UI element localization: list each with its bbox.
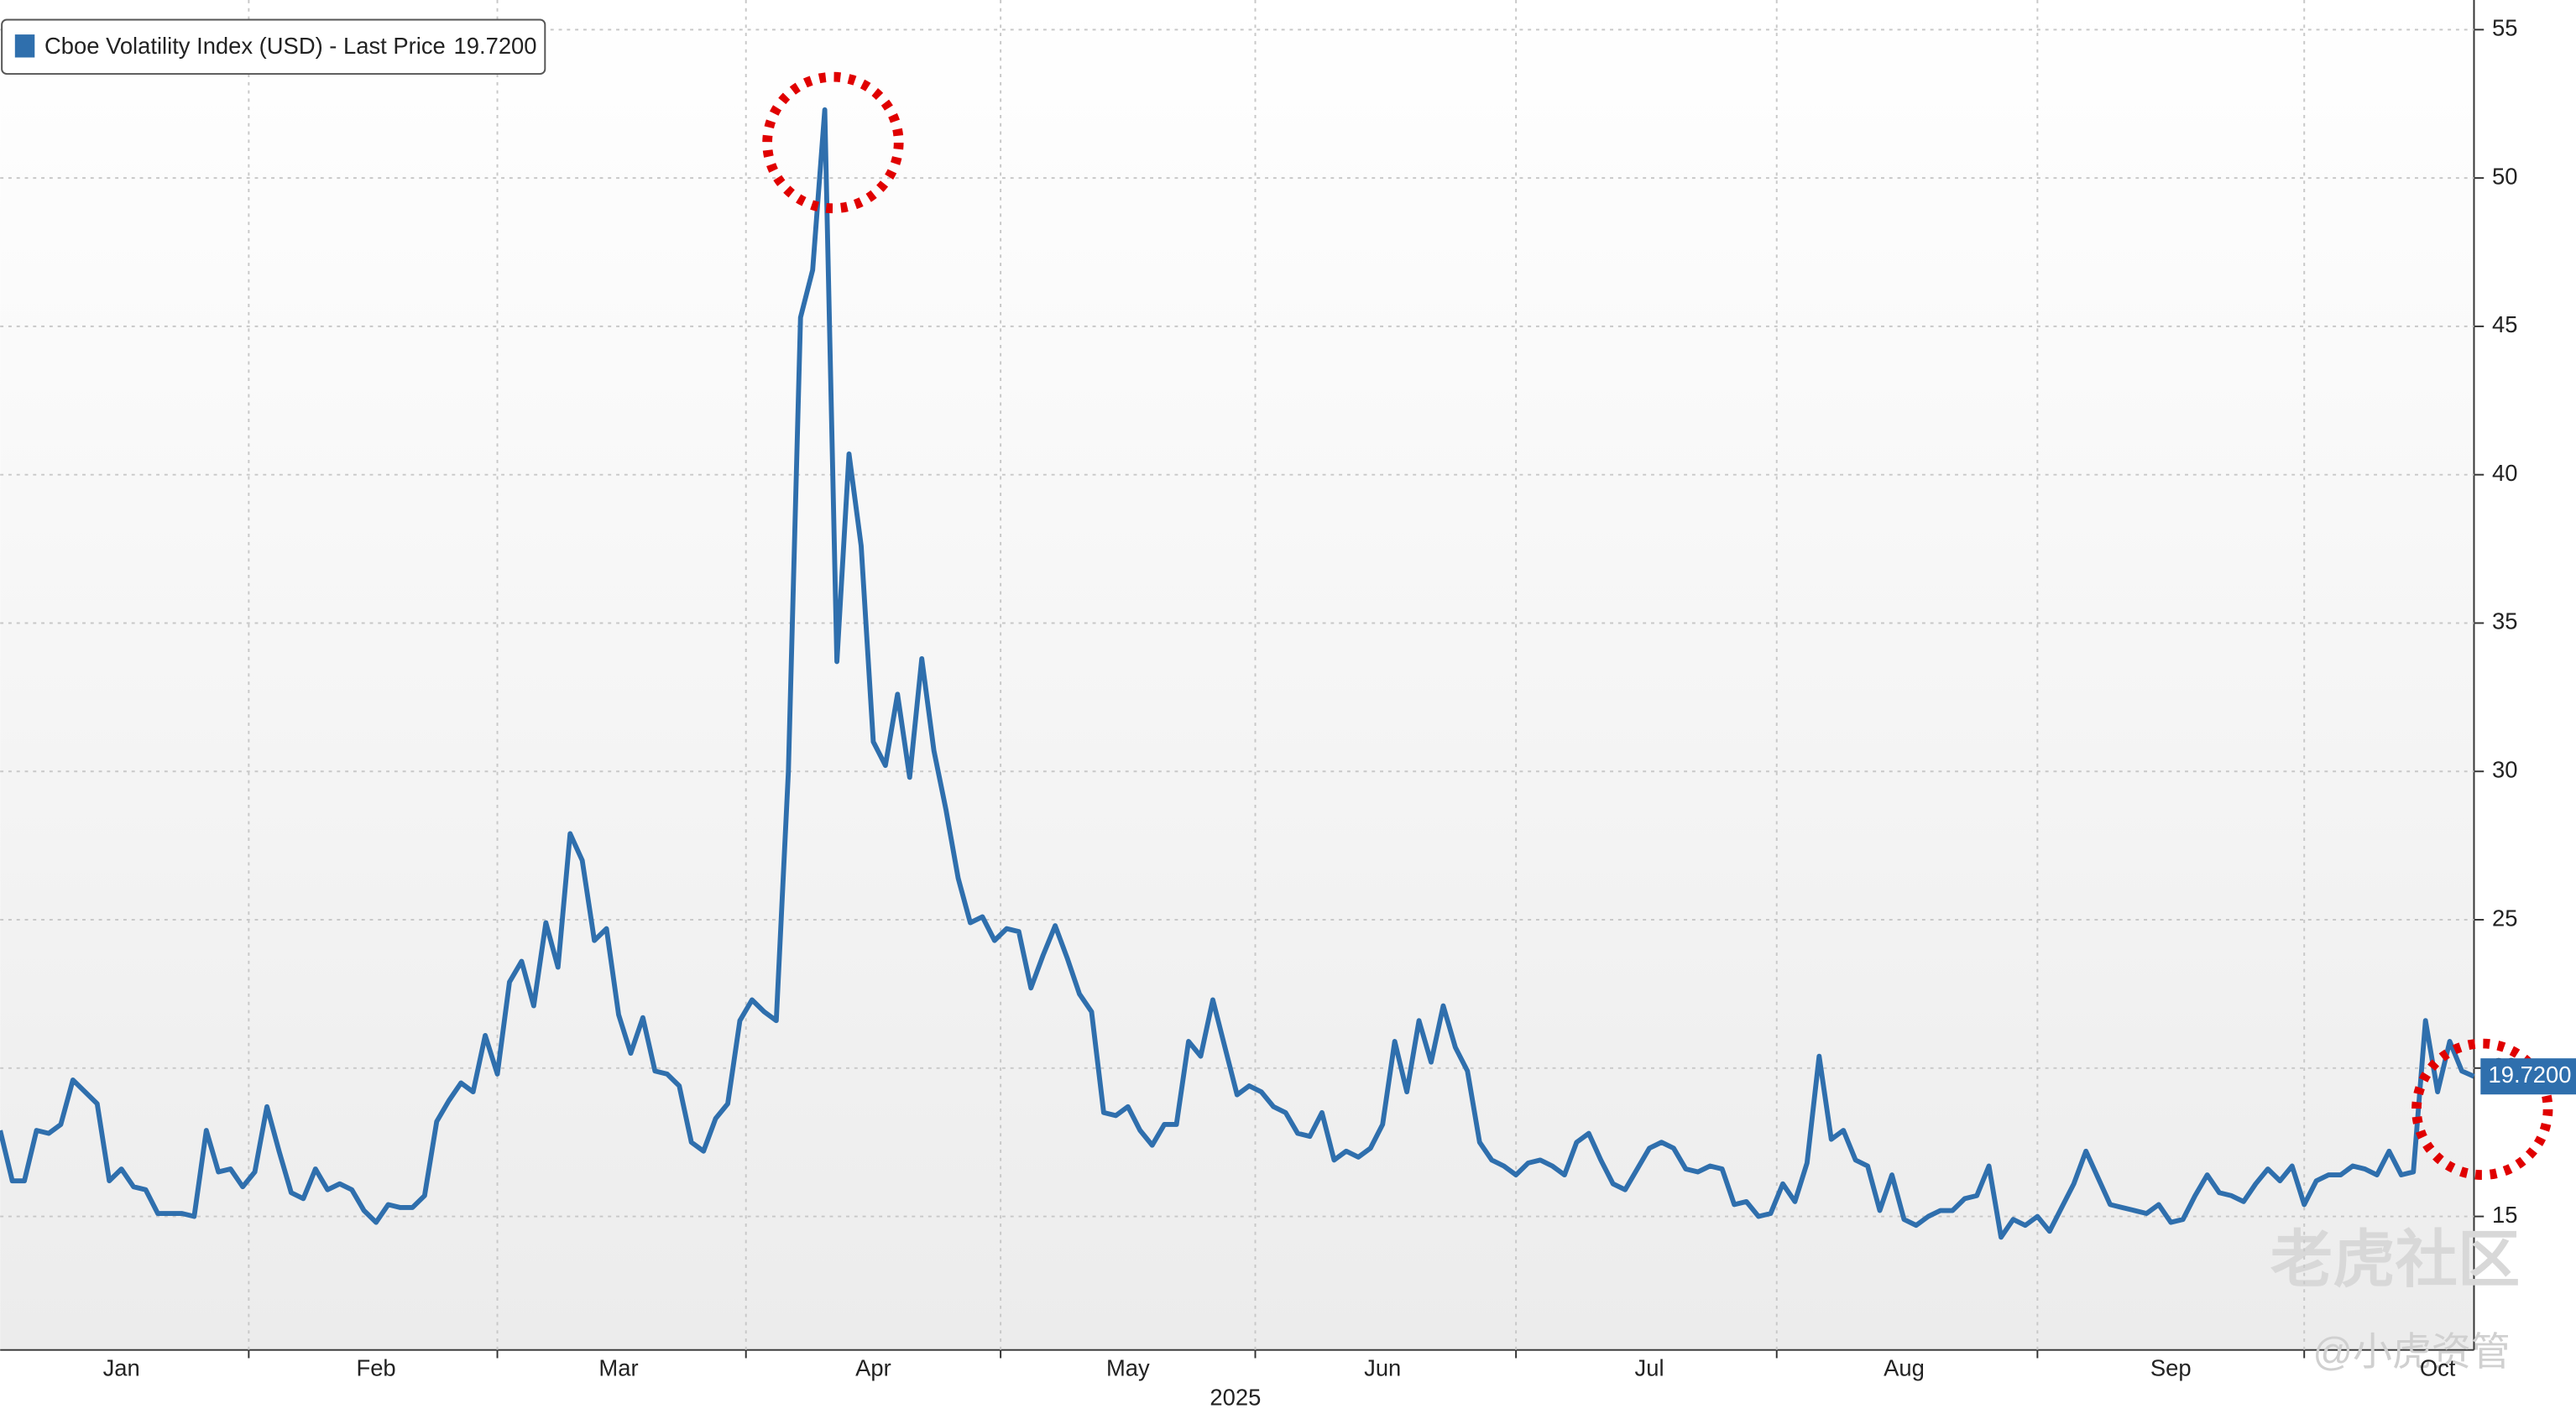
watermark: @小虎资管 (2312, 1329, 2510, 1374)
highlight-circle (2411, 1038, 2553, 1180)
x-tick-label: Jan (103, 1354, 140, 1380)
y-tick-label: 50 (2492, 163, 2517, 189)
y-tick-label: 55 (2492, 15, 2517, 41)
x-tick-label: Feb (356, 1354, 395, 1380)
highlight-circle (762, 71, 904, 214)
x-tick-label: Jul (1635, 1354, 1664, 1380)
y-tick-label: 25 (2492, 905, 2517, 931)
y-tick-label: 30 (2492, 756, 2517, 782)
x-tick-label: Jun (1364, 1354, 1401, 1380)
x-tick-label: Apr (855, 1354, 891, 1380)
series-line (0, 107, 2475, 1240)
legend-name: Cboe Volatility Index (USD) - Last Price (44, 33, 446, 59)
legend-text: Cboe Volatility Index (USD) - Last Price… (44, 33, 536, 59)
x-tick-label: Sep (2150, 1354, 2192, 1380)
legend-last-price: 19.7200 (454, 33, 537, 59)
x-tick-label: Oct (2420, 1354, 2456, 1380)
x-axis-label: 2025 (1210, 1385, 1261, 1411)
legend-box (1, 18, 546, 76)
plot-area (0, 0, 2474, 1350)
y-tick-label: 40 (2492, 460, 2517, 486)
last-price-label: 19.7200 (2489, 1062, 2572, 1088)
y-tick-label: 45 (2492, 311, 2517, 337)
y-tick-label: 15 (2492, 1202, 2517, 1228)
y-tick-label: 35 (2492, 608, 2517, 634)
x-tick-label: Aug (1884, 1354, 1925, 1380)
watermark: 老虎社区 (2270, 1225, 2520, 1295)
last-price-box (2480, 1058, 2576, 1095)
x-tick-label: Mar (598, 1354, 638, 1380)
legend: Cboe Volatility Index (USD) - Last Price… (1, 18, 546, 76)
x-tick-label: May (1106, 1354, 1150, 1380)
legend-swatch (14, 34, 35, 58)
